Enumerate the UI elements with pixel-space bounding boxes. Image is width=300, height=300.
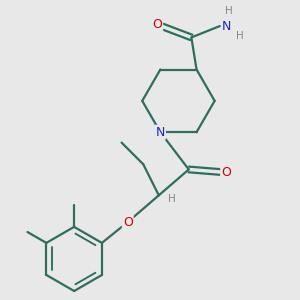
Text: O: O [123,216,133,229]
Text: H: H [236,32,243,41]
Text: O: O [221,166,231,178]
Text: N: N [222,20,231,33]
Text: O: O [152,18,162,31]
Text: H: H [225,5,233,16]
Text: N: N [156,126,165,139]
Text: H: H [168,194,176,205]
